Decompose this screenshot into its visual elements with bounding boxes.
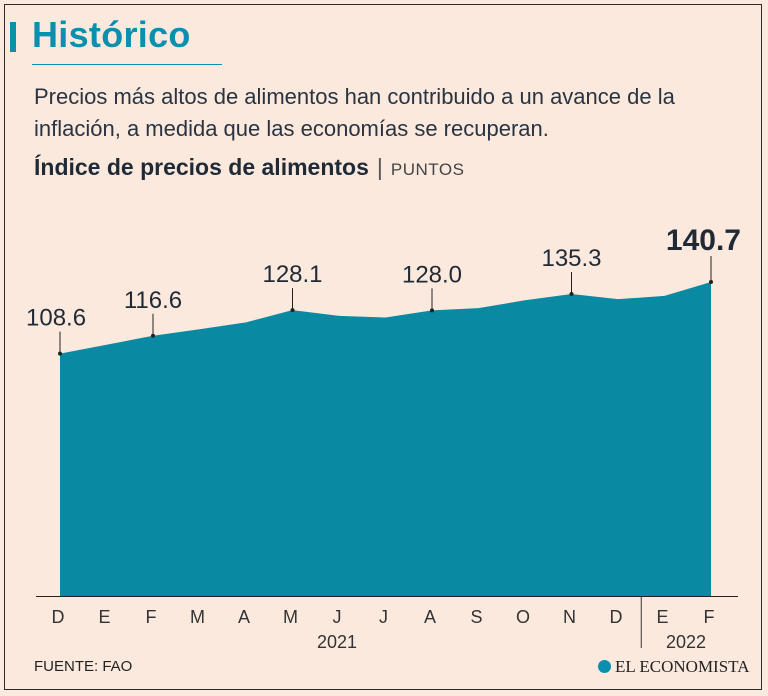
x-tick-label: A [424,607,436,627]
year-label: 2021 [317,632,357,652]
subtitle: Precios más altos de alimentos han contr… [34,84,675,141]
title-underline [32,64,222,65]
data-point-marker [290,308,295,313]
data-label: 108.6 [26,305,86,332]
x-tick-label: F [704,607,715,627]
x-tick-label: N [563,607,576,627]
area-series [60,282,711,596]
x-tick-label: E [656,607,668,627]
data-label: 135.3 [541,245,601,272]
x-tick-label: J [379,607,388,627]
x-tick-label: D [52,607,65,627]
heading-separator: | [376,154,383,180]
data-label: 116.6 [124,287,182,314]
data-point-marker [151,333,155,338]
data-point-marker [430,308,434,313]
data-point-marker [709,280,713,284]
x-tick-label: D [610,607,623,627]
data-label: 128.0 [402,261,462,288]
data-point-marker [58,351,62,356]
brand-name: EL ECONOMISTA [615,657,750,676]
page-title: Histórico [32,14,191,55]
chart-unit: PUNTOS [390,160,465,179]
year-label: 2022 [666,632,706,652]
x-tick-label: A [238,607,250,627]
brand-logo: EL ECONOMISTA [598,657,749,677]
x-tick-label: J [333,607,342,627]
title-accent-bar [10,22,16,52]
brand-logo-icon [598,660,611,673]
x-tick-label: F [146,607,157,627]
chart-title: Índice de precios de alimentos [34,154,369,180]
chart-heading: Índice de precios de alimentos | PUNTOS [34,154,464,181]
source-note: FUENTE: FAO [34,658,133,675]
x-tick-label: M [283,607,298,627]
data-point-marker [569,292,574,297]
data-label: 128.1 [262,261,322,288]
data-label: 140.7 [666,224,741,257]
x-tick-label: S [470,607,482,627]
x-tick-label: M [190,607,205,627]
x-tick-label: E [98,607,110,627]
x-tick-label: O [516,607,530,627]
